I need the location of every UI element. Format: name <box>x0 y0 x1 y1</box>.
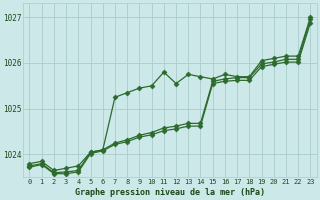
X-axis label: Graphe pression niveau de la mer (hPa): Graphe pression niveau de la mer (hPa) <box>75 188 265 197</box>
